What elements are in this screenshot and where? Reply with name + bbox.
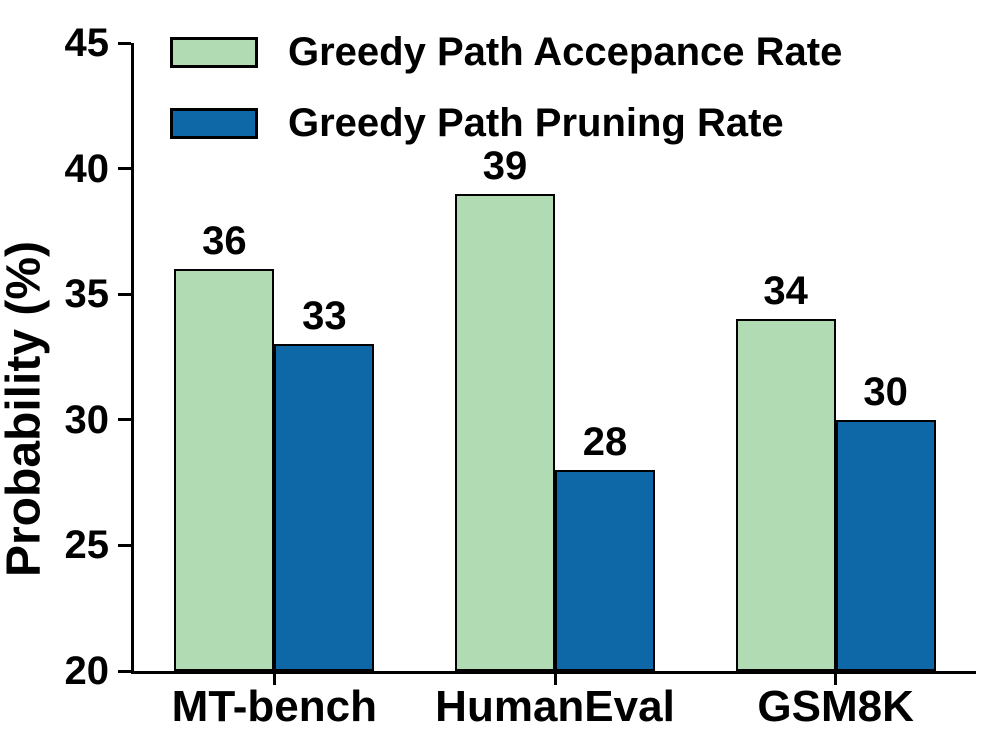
x-tick-mark xyxy=(834,674,838,685)
legend-label-acceptance: Greedy Path Accepance Rate xyxy=(288,30,843,74)
bar-value-label: 30 xyxy=(863,369,908,414)
legend-item-pruning: Greedy Path Pruning Rate xyxy=(170,103,842,143)
y-tick-label: 45 xyxy=(64,21,110,65)
bar-value-label: 36 xyxy=(202,219,247,264)
x-tick-label-MT-bench: MT-bench xyxy=(171,682,377,731)
legend: Greedy Path Accepance Rate Greedy Path P… xyxy=(170,32,842,174)
bar-HumanEval-series-0 xyxy=(455,193,555,671)
y-tick-label: 30 xyxy=(64,397,110,442)
y-tick-mark xyxy=(118,543,131,547)
y-tick-label: 40 xyxy=(64,146,110,191)
y-tick-mark xyxy=(118,167,131,171)
bar-GSM8K-series-1 xyxy=(835,419,936,671)
bar-HumanEval-series-1 xyxy=(555,470,655,671)
y-tick-mark xyxy=(118,292,131,296)
legend-label-pruning: Greedy Path Pruning Rate xyxy=(288,101,784,145)
y-tick-mark xyxy=(118,669,131,673)
bar-MT-bench-series-0 xyxy=(174,269,275,671)
bar-value-label: 28 xyxy=(582,420,628,465)
plot-area: 20 25 30 35 40 45 MT-bench 36 33 HumanEval 39 28 GSM… xyxy=(65,23,976,729)
x-tick-label-HumanEval: HumanEval xyxy=(435,682,675,731)
y-tick-label: 20 xyxy=(64,649,110,693)
bar-GSM8K-series-0 xyxy=(735,319,836,671)
bar-MT-bench-series-1 xyxy=(274,344,375,671)
legend-swatch-acceptance xyxy=(170,36,258,68)
bar-value-label: 39 xyxy=(482,143,528,188)
y-tick-mark xyxy=(118,41,131,45)
bar-value-label: 33 xyxy=(302,294,347,339)
legend-item-acceptance: Greedy Path Accepance Rate xyxy=(170,32,842,72)
y-tick-label: 35 xyxy=(64,272,110,317)
x-tick-label-GSM8K: GSM8K xyxy=(757,682,914,731)
y-tick-mark xyxy=(118,418,131,422)
legend-swatch-pruning xyxy=(170,107,258,139)
bar-value-label: 34 xyxy=(763,269,808,314)
x-tick-mark xyxy=(553,674,557,685)
x-tick-mark xyxy=(272,674,276,685)
y-tick-label: 25 xyxy=(64,523,110,568)
